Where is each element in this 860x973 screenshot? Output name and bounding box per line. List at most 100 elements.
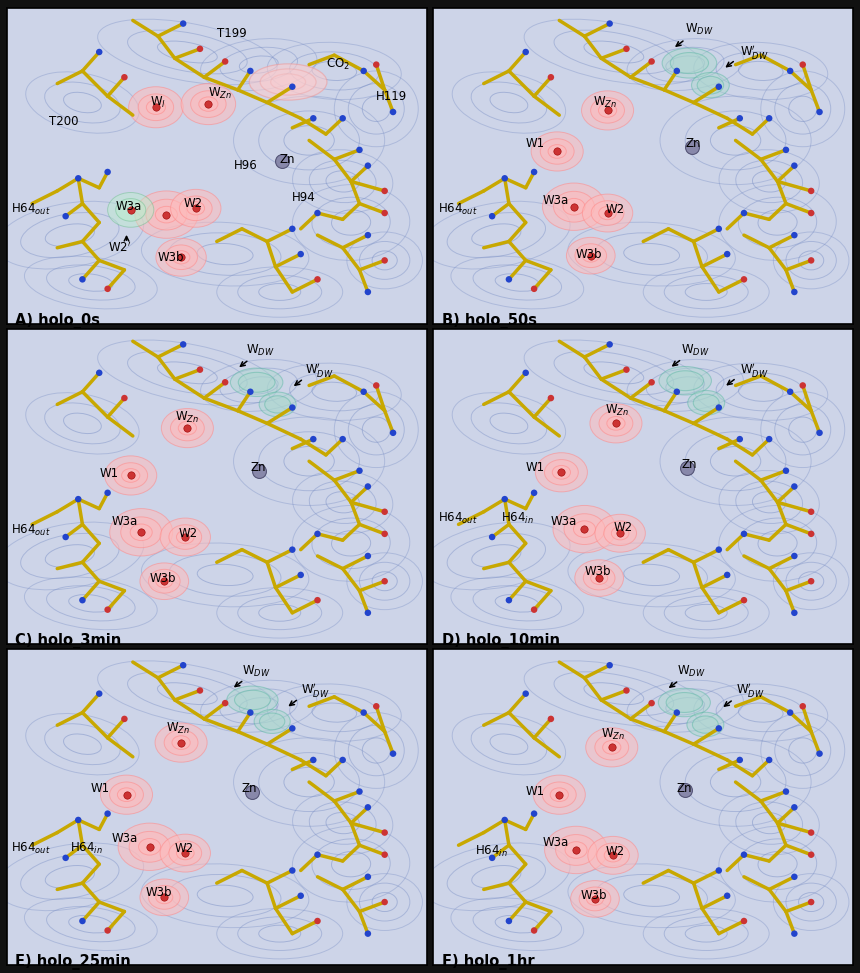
Point — [149, 99, 163, 115]
Ellipse shape — [579, 887, 611, 911]
Text: Zn: Zn — [280, 153, 295, 165]
Text: A) holo_0s: A) holo_0s — [15, 312, 101, 329]
Point — [779, 142, 793, 158]
Ellipse shape — [567, 237, 615, 274]
Point — [519, 44, 532, 59]
Point — [737, 593, 751, 608]
Point — [386, 425, 400, 441]
Point — [201, 96, 215, 112]
Ellipse shape — [238, 373, 275, 392]
Text: W$_{DW}'$: W$_{DW}'$ — [305, 361, 334, 378]
Point — [335, 431, 349, 447]
Point — [378, 847, 391, 862]
Ellipse shape — [260, 713, 285, 730]
Text: H64$_{out}$: H64$_{out}$ — [438, 202, 477, 217]
Text: W3a: W3a — [543, 194, 568, 207]
Point — [71, 491, 85, 507]
Ellipse shape — [170, 415, 205, 441]
Point — [175, 249, 188, 265]
Point — [796, 699, 809, 714]
Point — [788, 228, 802, 243]
Point — [762, 111, 776, 126]
Point — [176, 337, 190, 352]
Text: H64$_{out}$: H64$_{out}$ — [11, 841, 51, 856]
Ellipse shape — [164, 730, 198, 755]
Point — [670, 63, 684, 79]
Ellipse shape — [110, 509, 173, 556]
Ellipse shape — [160, 518, 211, 556]
Point — [519, 365, 532, 380]
Point — [286, 79, 299, 94]
Text: W$_{Zn}$: W$_{Zn}$ — [166, 721, 190, 736]
Point — [737, 914, 751, 929]
Point — [357, 384, 371, 400]
Ellipse shape — [556, 835, 597, 865]
Point — [712, 79, 726, 94]
Ellipse shape — [156, 891, 173, 904]
Ellipse shape — [172, 736, 190, 749]
Ellipse shape — [138, 94, 174, 121]
Point — [120, 787, 133, 803]
Ellipse shape — [235, 690, 270, 709]
Point — [783, 384, 797, 400]
Ellipse shape — [265, 396, 291, 413]
Point — [76, 271, 89, 287]
Text: W1: W1 — [525, 785, 545, 798]
Ellipse shape — [108, 193, 154, 228]
Ellipse shape — [574, 521, 595, 537]
Point — [286, 721, 299, 737]
Point — [733, 431, 746, 447]
Ellipse shape — [162, 409, 213, 448]
Point — [286, 863, 299, 879]
Text: H64$_{out}$: H64$_{out}$ — [11, 202, 51, 217]
Text: W2: W2 — [179, 527, 198, 540]
Point — [218, 375, 232, 390]
Point — [737, 205, 751, 221]
Ellipse shape — [191, 90, 226, 118]
Point — [721, 246, 734, 262]
Ellipse shape — [109, 782, 144, 808]
Point — [178, 846, 192, 861]
Ellipse shape — [595, 735, 629, 760]
Point — [353, 463, 366, 479]
Ellipse shape — [554, 192, 594, 222]
Text: F) holo_1hr: F) holo_1hr — [442, 955, 534, 970]
Text: T199: T199 — [217, 26, 247, 40]
Point — [194, 41, 207, 56]
Ellipse shape — [544, 826, 607, 874]
Point — [176, 658, 190, 673]
Text: H64$_{out}$: H64$_{out}$ — [11, 523, 51, 538]
Point — [567, 198, 580, 214]
Point — [645, 375, 659, 390]
Point — [101, 602, 114, 618]
Ellipse shape — [156, 575, 173, 588]
Point — [783, 704, 797, 720]
Point — [788, 284, 802, 300]
Ellipse shape — [135, 191, 198, 238]
Ellipse shape — [599, 103, 617, 118]
Point — [788, 605, 802, 621]
Ellipse shape — [670, 53, 709, 74]
Point — [306, 752, 320, 768]
Point — [550, 144, 564, 160]
Point — [796, 378, 809, 393]
Point — [498, 491, 512, 507]
Point — [175, 735, 188, 750]
Text: W$_{DW}$: W$_{DW}$ — [677, 664, 705, 679]
Point — [118, 69, 132, 85]
Point — [159, 207, 173, 223]
Point — [243, 384, 257, 400]
Ellipse shape — [571, 881, 619, 918]
Point — [544, 69, 558, 85]
Point — [804, 573, 818, 589]
Point — [58, 208, 72, 224]
Point — [361, 228, 375, 243]
Point — [606, 847, 620, 863]
Point — [544, 711, 558, 727]
Text: W1: W1 — [99, 467, 119, 481]
Text: W$_{Zn}$: W$_{Zn}$ — [208, 86, 232, 100]
Text: W2: W2 — [605, 203, 624, 216]
Point — [246, 784, 260, 800]
Ellipse shape — [591, 572, 608, 585]
Point — [370, 56, 384, 72]
